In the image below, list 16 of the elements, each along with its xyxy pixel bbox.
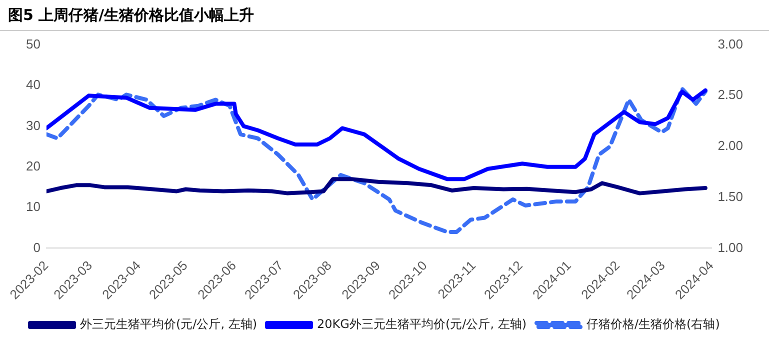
y-tick-label: 0 (33, 240, 40, 255)
y2-tick-label: 3.00 (718, 36, 744, 52)
chart-title: 图5 上周仔猪/生猪价格比值小幅上升 (0, 0, 769, 31)
y-tick-label: 30 (26, 118, 40, 133)
y-tick-label: 40 (26, 77, 40, 92)
line-series (46, 86, 708, 234)
y2-tick-label: 2.50 (718, 87, 744, 102)
legend-label: 20KG外三元生猪平均价(元/公斤, 左轴) (317, 317, 527, 332)
y-tick-label: 10 (26, 199, 40, 214)
legend-label: 外三元生猪平均价(元/公斤, 左轴) (80, 317, 258, 332)
y2-tick-label: 1.00 (718, 240, 744, 255)
y2-tick-label: 2.00 (718, 138, 744, 154)
y2-tick-label: 1.50 (718, 188, 744, 204)
y-tick-label: 20 (26, 158, 40, 174)
y-tick-label: 50 (26, 36, 40, 52)
legend-label: 仔猪价格/生猪价格(右轴) (586, 317, 720, 332)
